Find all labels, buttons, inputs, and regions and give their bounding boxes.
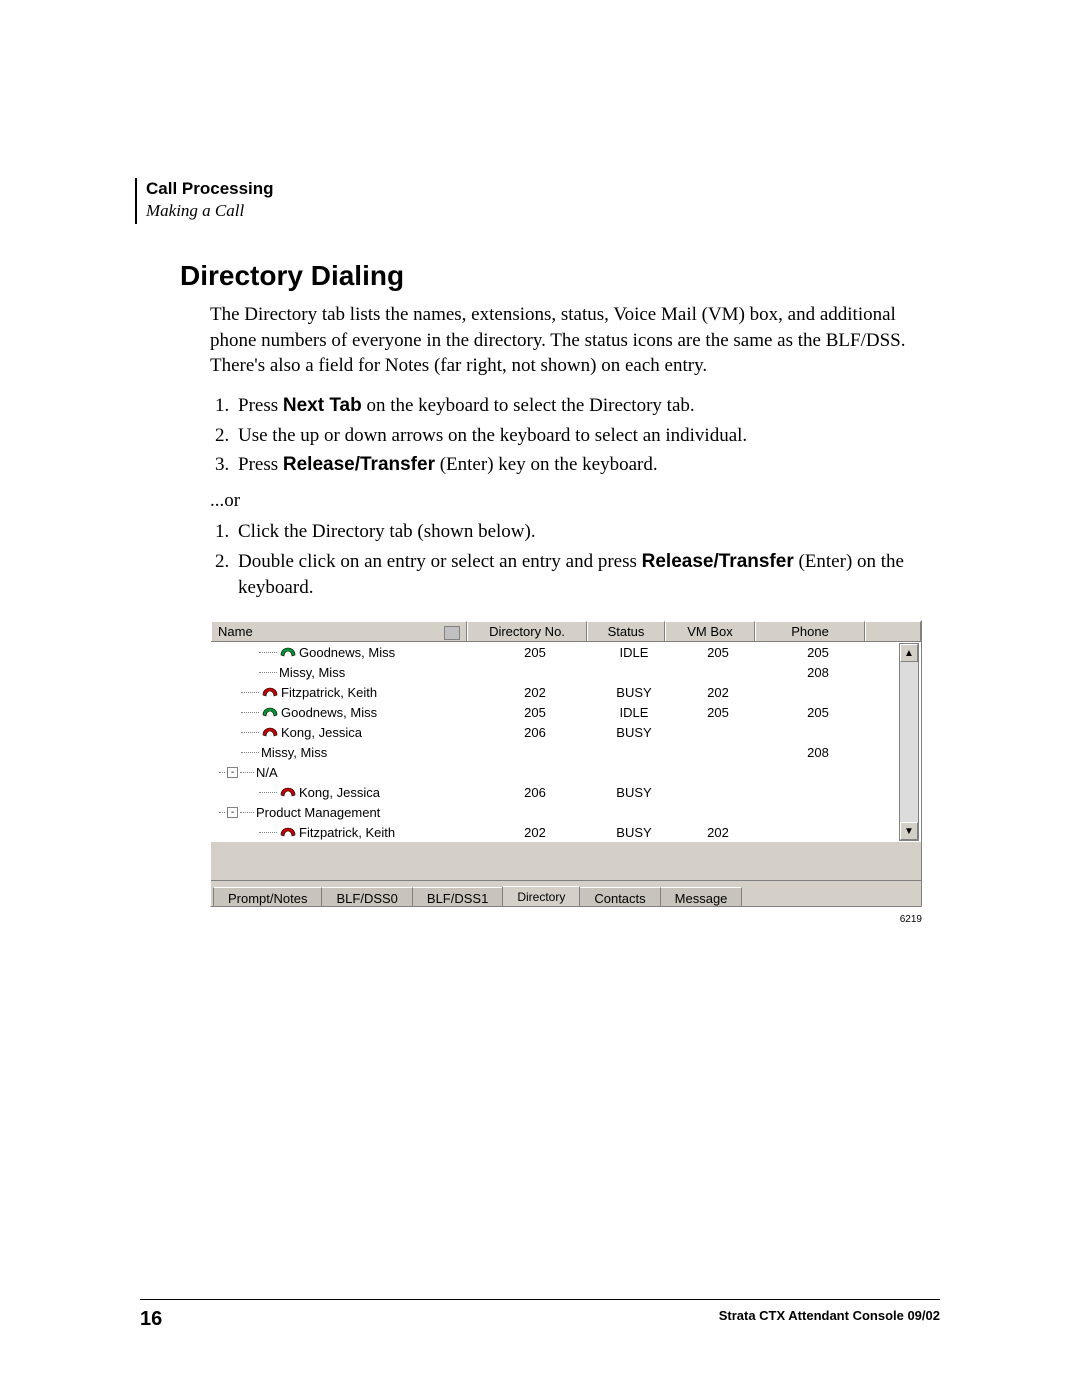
row-vm-box: 202 — [673, 825, 763, 840]
row-phone: 205 — [763, 645, 873, 660]
row-directory-no: 206 — [475, 785, 595, 800]
row-phone: 208 — [763, 745, 873, 760]
phone-status-icon — [261, 726, 277, 738]
publication-info: Strata CTX Attendant Console 09/02 — [719, 1308, 940, 1323]
step-b2: Double click on an entry or select an en… — [234, 549, 930, 600]
row-vm-box: 205 — [673, 645, 763, 660]
intro-paragraph: The Directory tab lists the names, exten… — [210, 302, 930, 379]
tree-expander[interactable]: - — [227, 767, 238, 778]
row-name: Missy, Miss — [261, 745, 327, 760]
step-a1: Press Next Tab on the keyboard to select… — [234, 393, 930, 419]
phone-status-icon — [279, 646, 295, 658]
row-name: N/A — [256, 765, 278, 780]
step-a2: Use the up or down arrows on the keyboar… — [234, 423, 930, 449]
row-status: BUSY — [595, 785, 673, 800]
table-row[interactable]: Fitzpatrick, Keith 202BUSY202 — [211, 822, 921, 842]
scroll-up-icon[interactable]: ▲ — [900, 644, 918, 662]
tree-expander[interactable]: - — [227, 807, 238, 818]
phone-status-icon — [279, 786, 295, 798]
scroll-down-icon[interactable]: ▼ — [900, 822, 918, 840]
tab-message[interactable]: Message — [660, 887, 743, 906]
tab-blf-dss1[interactable]: BLF/DSS1 — [412, 887, 503, 906]
table-row[interactable]: - Product Management — [211, 802, 921, 822]
chapter-subtitle: Making a Call — [146, 200, 274, 222]
row-status: BUSY — [595, 685, 673, 700]
row-name: Fitzpatrick, Keith — [281, 685, 377, 700]
col-name[interactable]: Name — [211, 621, 467, 641]
page-number: 16 — [140, 1308, 162, 1331]
tab-strip: Prompt/Notes BLF/DSS0 BLF/DSS1 Directory… — [211, 880, 921, 906]
directory-screenshot: Name Directory No. Status VM Box Phone G… — [210, 620, 922, 907]
row-status: IDLE — [595, 645, 673, 660]
table-row[interactable]: Kong, Jessica 206BUSY — [211, 722, 921, 742]
row-status: BUSY — [595, 725, 673, 740]
header-rule — [135, 178, 137, 224]
row-directory-no: 206 — [475, 725, 595, 740]
row-name: Missy, Miss — [279, 665, 345, 680]
table-row[interactable]: Fitzpatrick, Keith 202BUSY202 — [211, 682, 921, 702]
table-row[interactable]: Goodnews, Miss205IDLE205205 — [211, 702, 921, 722]
row-directory-no: 202 — [475, 825, 595, 840]
section-title: Directory Dialing — [180, 260, 940, 292]
step-b1: Click the Directory tab (shown below). — [234, 519, 930, 545]
figure-ref: 6219 — [900, 914, 922, 925]
row-directory-no: 205 — [475, 645, 595, 660]
row-name: Product Management — [256, 805, 380, 820]
table-row[interactable]: Missy, Miss 208 — [211, 662, 921, 682]
row-name: Kong, Jessica — [299, 785, 380, 800]
row-vm-box: 202 — [673, 685, 763, 700]
or-separator: ...or — [210, 488, 930, 514]
row-name: Fitzpatrick, Keith — [299, 825, 395, 840]
row-name: Goodnews, Miss — [281, 705, 377, 720]
col-vm[interactable]: VM Box — [665, 621, 755, 641]
table-row[interactable]: Goodnews, Miss205IDLE205205 — [211, 642, 921, 662]
step-a3: Press Release/Transfer (Enter) key on th… — [234, 452, 930, 478]
row-phone: 208 — [763, 665, 873, 680]
phone-status-icon — [261, 706, 277, 718]
phone-status-icon — [261, 686, 277, 698]
row-directory-no: 202 — [475, 685, 595, 700]
tab-directory[interactable]: Directory — [502, 886, 580, 906]
column-headers: Name Directory No. Status VM Box Phone — [211, 621, 921, 642]
phone-status-icon — [279, 826, 295, 838]
col-phone[interactable]: Phone — [755, 621, 865, 641]
row-name: Goodnews, Miss — [299, 645, 395, 660]
row-phone: 205 — [763, 705, 873, 720]
tab-contacts[interactable]: Contacts — [579, 887, 660, 906]
steps-list-a: Press Next Tab on the keyboard to select… — [210, 393, 930, 478]
steps-list-b: Click the Directory tab (shown below). D… — [210, 519, 930, 600]
row-directory-no: 205 — [475, 705, 595, 720]
row-status: BUSY — [595, 825, 673, 840]
table-row[interactable]: - N/A — [211, 762, 921, 782]
page-footer: 16 Strata CTX Attendant Console 09/02 — [140, 1299, 940, 1331]
chapter-title: Call Processing — [146, 178, 274, 200]
table-row[interactable]: Kong, Jessica 206BUSY — [211, 782, 921, 802]
row-name: Kong, Jessica — [281, 725, 362, 740]
row-status: IDLE — [595, 705, 673, 720]
table-row[interactable]: Missy, Miss 208 — [211, 742, 921, 762]
col-status[interactable]: Status — [587, 621, 665, 641]
row-vm-box: 205 — [673, 705, 763, 720]
tab-prompt-notes[interactable]: Prompt/Notes — [213, 887, 322, 906]
tab-blf-dss0[interactable]: BLF/DSS0 — [321, 887, 412, 906]
col-dir[interactable]: Directory No. — [467, 621, 587, 641]
scrollbar[interactable]: ▲ ▼ — [899, 643, 919, 841]
